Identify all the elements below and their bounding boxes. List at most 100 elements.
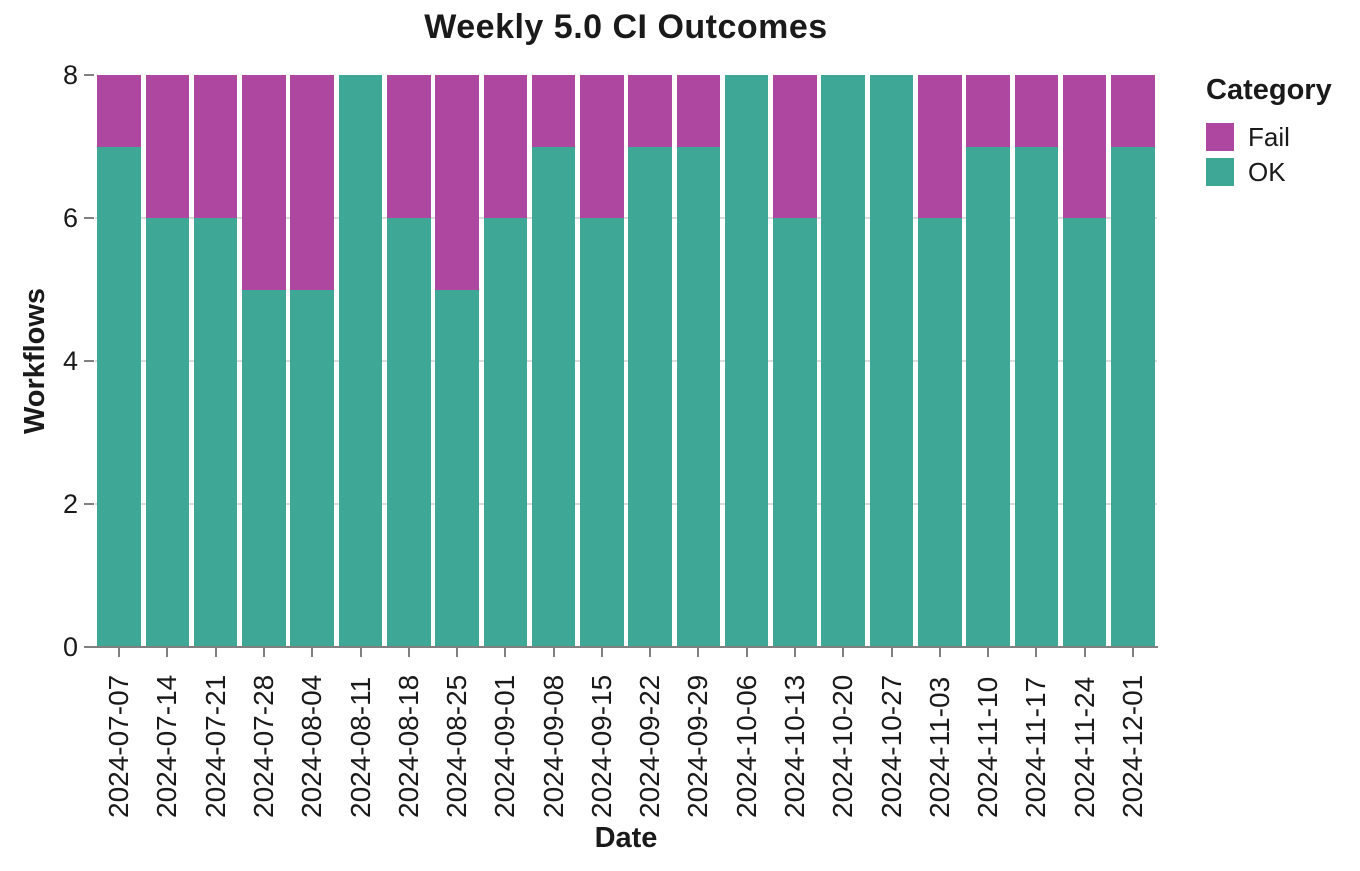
- y-tick-label: 4: [62, 346, 78, 376]
- bar-segment-ok: [1062, 218, 1107, 647]
- plot-area: [95, 75, 1157, 647]
- x-tick-label: 2024-07-28: [247, 674, 279, 818]
- x-tick-label: 2024-10-13: [778, 674, 810, 818]
- bar-segment-ok: [387, 218, 431, 647]
- bar-segment-fail: [145, 75, 190, 218]
- bar-segment-fail: [773, 75, 817, 218]
- x-axis-domain: [84, 646, 1158, 648]
- x-tick: [166, 648, 169, 657]
- bar-segment-fail: [918, 75, 962, 218]
- x-axis-title: Date: [594, 822, 658, 854]
- y-tick-label: 6: [62, 203, 78, 233]
- x-tick: [359, 648, 362, 657]
- legend-item-ok: OK: [1206, 158, 1332, 186]
- y-gridline: [95, 360, 1157, 362]
- bar-2024-09-15: [580, 75, 624, 647]
- bar-segment-ok: [193, 218, 238, 647]
- x-tick: [745, 648, 748, 657]
- x-tick-label: 2024-09-15: [585, 674, 617, 818]
- x-tick: [938, 648, 941, 657]
- y-gridline: [95, 503, 1157, 505]
- bar-segment-fail: [97, 75, 141, 147]
- x-tick-label: 2024-08-11: [344, 676, 376, 818]
- bar-segment-fail: [387, 75, 431, 218]
- bar-segment-ok: [676, 146, 721, 647]
- bar-2024-07-14: [145, 75, 190, 647]
- x-tick: [311, 648, 314, 657]
- bar-2024-10-27: [869, 75, 914, 647]
- y-tick: [84, 360, 94, 362]
- bar-segment-fail: [193, 75, 238, 218]
- legend-label: Fail: [1248, 122, 1290, 152]
- x-tick-label: 2024-09-29: [682, 674, 714, 818]
- y-tick: [84, 74, 94, 76]
- bar-segment-fail: [1111, 75, 1155, 147]
- y-tick: [84, 217, 94, 219]
- x-tick: [214, 648, 217, 657]
- bar-segment-ok: [628, 146, 672, 647]
- y-tick-label: 2: [62, 489, 78, 519]
- bar-segment-ok: [242, 289, 286, 647]
- bar-2024-08-11: [338, 75, 383, 647]
- bar-2024-10-20: [821, 75, 865, 647]
- x-tick-label: 2024-10-27: [875, 674, 907, 818]
- bar-segment-ok: [724, 75, 769, 647]
- bar-2024-10-06: [724, 75, 769, 647]
- x-tick: [1035, 648, 1038, 657]
- bar-segment-fail: [1062, 75, 1107, 218]
- legend-label: OK: [1248, 157, 1286, 187]
- bar-segment-fail: [1014, 75, 1059, 147]
- x-tick: [504, 648, 507, 657]
- bar-segment-ok: [483, 218, 528, 647]
- legend-swatch-fail: [1206, 123, 1234, 151]
- x-tick-label: 2024-07-07: [103, 674, 135, 818]
- bar-2024-09-29: [676, 75, 721, 647]
- bar-segment-ok: [1111, 146, 1155, 647]
- x-tick: [262, 648, 265, 657]
- bar-segment-ok: [821, 75, 865, 647]
- bar-segment-ok: [1014, 146, 1059, 647]
- bar-segment-ok: [531, 146, 576, 647]
- bar-segment-fail: [483, 75, 528, 218]
- bar-2024-09-08: [531, 75, 576, 647]
- x-tick: [1131, 648, 1134, 657]
- bar-2024-09-22: [628, 75, 672, 647]
- x-tick-label: 2024-09-01: [489, 674, 521, 818]
- bar-segment-fail: [531, 75, 576, 147]
- bar-segment-fail: [676, 75, 721, 147]
- legend-items: Fail OK: [1206, 123, 1332, 186]
- x-tick: [987, 648, 990, 657]
- bar-2024-10-13: [773, 75, 817, 647]
- y-tick-label: 8: [62, 60, 78, 90]
- bar-segment-ok: [580, 218, 624, 647]
- bar-segment-ok: [773, 218, 817, 647]
- bar-2024-08-04: [290, 75, 334, 647]
- bar-2024-07-07: [97, 75, 141, 647]
- bar-segment-ok: [966, 146, 1010, 647]
- bar-segment-ok: [97, 146, 141, 647]
- x-tick-label: 2024-09-08: [537, 674, 569, 818]
- x-tick: [793, 648, 796, 657]
- x-tick-label: 2024-11-10: [972, 676, 1004, 818]
- legend-swatch-ok: [1206, 158, 1234, 186]
- x-tick-label: 2024-11-17: [1020, 676, 1052, 818]
- x-tick-label: 2024-09-22: [634, 674, 666, 818]
- bar-2024-11-17: [1014, 75, 1059, 647]
- x-tick: [552, 648, 555, 657]
- x-tick: [1083, 648, 1086, 657]
- y-tick-label: 0: [62, 632, 78, 662]
- y-tick: [84, 503, 94, 505]
- y-gridline: [95, 217, 1157, 219]
- bar-2024-12-01: [1111, 75, 1155, 647]
- bar-2024-11-10: [966, 75, 1010, 647]
- x-tick-label: 2024-10-06: [730, 674, 762, 818]
- bar-segment-fail: [290, 75, 334, 290]
- bar-segment-fail: [435, 75, 479, 290]
- x-tick: [649, 648, 652, 657]
- bar-segment-fail: [966, 75, 1010, 147]
- x-tick-label: 2024-07-14: [151, 674, 183, 818]
- bar-2024-11-24: [1062, 75, 1107, 647]
- legend: Category Fail OK: [1206, 74, 1332, 186]
- x-tick-label: 2024-11-03: [923, 676, 955, 818]
- x-tick: [890, 648, 893, 657]
